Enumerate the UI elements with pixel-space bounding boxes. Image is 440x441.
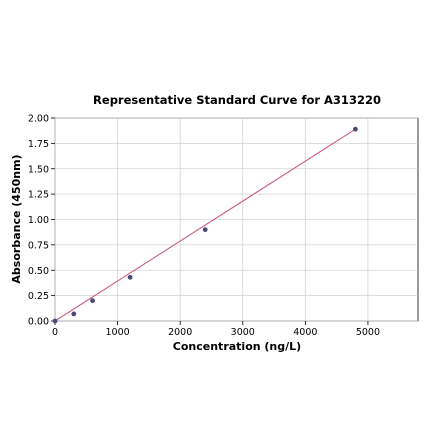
fit-line bbox=[54, 128, 356, 322]
data-point bbox=[52, 318, 58, 324]
grid-lines bbox=[54, 117, 418, 322]
y-tick-label: 0.00 bbox=[28, 317, 49, 328]
y-tick-label: 0.75 bbox=[28, 240, 49, 251]
x-tick-label: 5000 bbox=[356, 327, 380, 338]
x-tick-label: 3000 bbox=[231, 327, 255, 338]
x-tick-label: 4000 bbox=[293, 327, 317, 338]
x-tick-label: 0 bbox=[52, 327, 58, 338]
x-tick-label: 1000 bbox=[105, 327, 129, 338]
y-tick-label: 0.25 bbox=[28, 291, 49, 302]
y-tick-label: 2.00 bbox=[28, 114, 49, 125]
data-point bbox=[71, 311, 77, 317]
y-tick-label: 1.50 bbox=[28, 164, 49, 175]
data-points bbox=[52, 126, 358, 324]
chart-title: Representative Standard Curve for A31322… bbox=[93, 93, 381, 107]
y-tick-label: 1.75 bbox=[28, 139, 49, 150]
y-tick-label: 1.25 bbox=[28, 190, 49, 201]
x-axis-label: Concentration (ng/L) bbox=[173, 340, 301, 353]
y-axis-ticks: 0.00 0.25 0.50 0.75 1.00 1.25 1.50 1.75 2.00 bbox=[28, 114, 55, 328]
x-axis-ticks: 0 1000 2000 3000 4000 5000 bbox=[52, 321, 380, 338]
data-point bbox=[353, 126, 358, 132]
fit-line-group bbox=[54, 128, 356, 322]
x-tick-label: 2000 bbox=[168, 327, 192, 338]
data-point bbox=[202, 227, 208, 233]
y-tick-label: 0.50 bbox=[28, 266, 49, 277]
data-point bbox=[90, 298, 95, 304]
data-point bbox=[127, 274, 133, 280]
y-axis-label: Absorbance (450nm) bbox=[10, 154, 23, 283]
y-tick-label: 1.00 bbox=[28, 215, 49, 226]
